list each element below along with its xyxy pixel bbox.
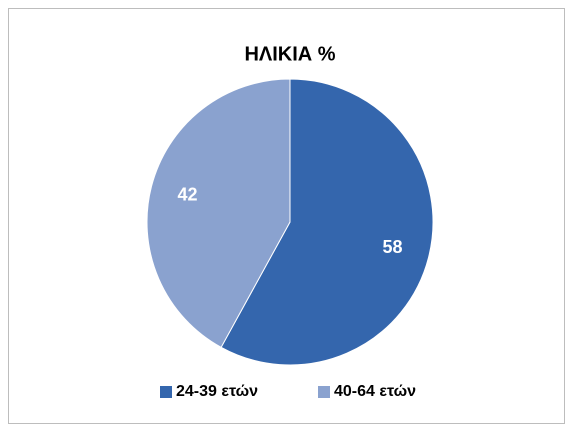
legend-swatch [318,386,330,398]
pie-slice [146,78,291,348]
legend-label: 40-64 ετών [334,383,416,400]
data-label: 42 [177,184,197,204]
data-label: 58 [382,237,402,257]
pie-slice [220,78,434,366]
chart-title: ΗΛΙΚΙΑ % [244,43,335,65]
legend-swatch [160,386,172,398]
legend-label: 24-39 ετών [176,383,258,400]
